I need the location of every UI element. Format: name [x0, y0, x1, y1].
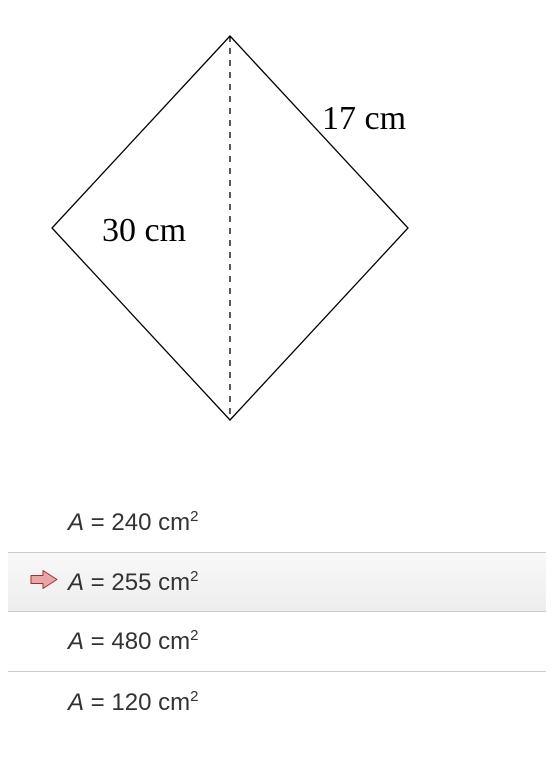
option-unit: cm: [158, 509, 190, 536]
option-value-0: 240: [111, 509, 151, 536]
option-variable: A: [68, 509, 84, 536]
option-variable: A: [68, 628, 84, 655]
option-value-2: 480: [111, 628, 151, 655]
option-row-0[interactable]: A = 240 cm2: [8, 492, 546, 552]
option-text-3: A = 120 cm2: [68, 688, 198, 717]
selected-arrow-icon: [28, 568, 60, 597]
side-length-label: 17 cm: [322, 100, 406, 138]
diagonal-length-label: 30 cm: [102, 212, 186, 250]
option-text-1: A = 255 cm2: [68, 568, 198, 597]
option-exponent: 2: [190, 688, 198, 705]
answer-options: A = 240 cm2 A = 255 cm2 A = 480 cm2 A = …: [8, 492, 546, 732]
option-text-2: A = 480 cm2: [68, 627, 198, 656]
option-row-2[interactable]: A = 480 cm2: [8, 612, 546, 672]
geometry-diagram: 17 cm 30 cm: [0, 0, 554, 460]
option-variable: A: [68, 689, 84, 716]
option-row-3[interactable]: A = 120 cm2: [8, 672, 546, 732]
option-unit: cm: [158, 689, 190, 716]
option-unit: cm: [158, 569, 190, 596]
rhombus-svg: [0, 0, 554, 460]
option-exponent: 2: [190, 568, 198, 585]
option-exponent: 2: [190, 508, 198, 525]
option-value-1: 255: [111, 569, 151, 596]
option-text-0: A = 240 cm2: [68, 508, 198, 537]
option-value-3: 120: [111, 689, 151, 716]
option-row-1[interactable]: A = 255 cm2: [8, 552, 546, 612]
option-exponent: 2: [190, 627, 198, 644]
option-unit: cm: [158, 628, 190, 655]
option-variable: A: [68, 569, 84, 596]
